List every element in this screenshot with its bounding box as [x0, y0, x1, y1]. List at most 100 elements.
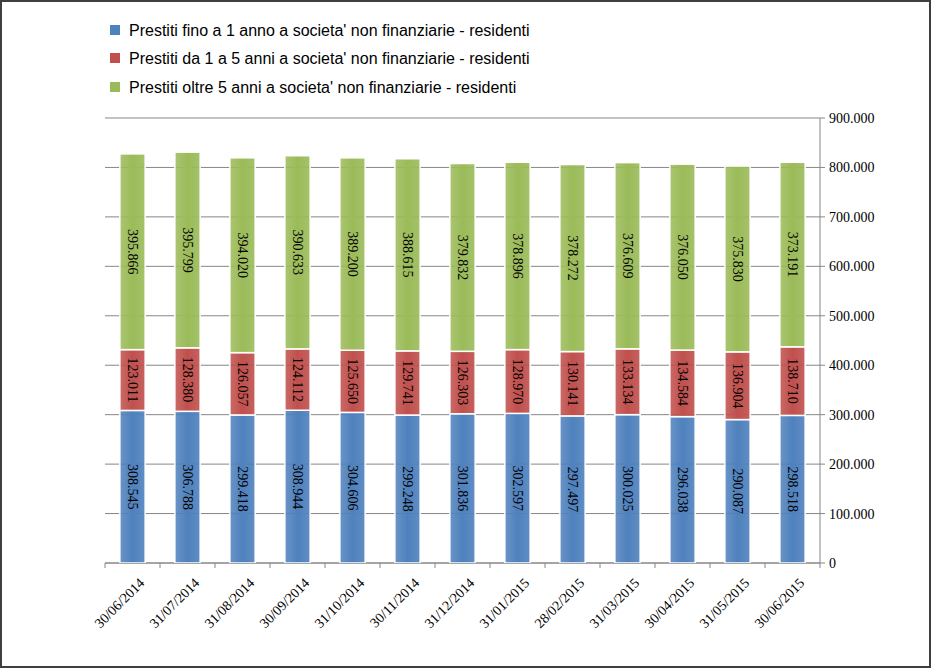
data-label: 306.788 — [180, 464, 195, 510]
data-label: 373.191 — [785, 232, 800, 278]
bars — [120, 152, 805, 563]
y-tick-label: 100.000 — [829, 507, 875, 522]
data-label: 136.904 — [730, 363, 745, 409]
x-tick-label: 30/09/2014 — [257, 575, 313, 631]
bar-segment — [175, 348, 200, 411]
x-tick — [325, 563, 326, 568]
legend-swatch — [110, 25, 120, 35]
x-tick — [160, 563, 161, 568]
legend: Prestiti fino a 1 anno a societa' non fi… — [110, 22, 530, 96]
y-tick-label: 300.000 — [829, 408, 875, 423]
data-label: 375.830 — [730, 236, 745, 282]
bar-segment — [395, 351, 420, 415]
data-label: 298.518 — [785, 466, 800, 512]
data-label: 389.200 — [345, 231, 360, 277]
bar-segment — [560, 165, 585, 352]
x-tick-label: 31/07/2014 — [147, 575, 203, 631]
bar-segment — [230, 415, 255, 563]
y-tick-label: 600.000 — [829, 259, 875, 274]
bar-segment — [780, 415, 805, 563]
y-tick — [820, 216, 825, 217]
data-label: 388.615 — [400, 232, 415, 278]
data-label: 299.418 — [235, 466, 250, 512]
y-tick — [820, 118, 825, 119]
grid-line — [105, 118, 820, 119]
data-label: 395.799 — [180, 227, 195, 272]
grid — [105, 118, 820, 563]
data-label: 134.584 — [675, 361, 690, 407]
data-label: 290.087 — [730, 469, 745, 515]
y-tick-label: 800.000 — [829, 160, 875, 175]
bar-segment — [285, 156, 310, 349]
data-label: 304.606 — [345, 465, 360, 511]
bar-segment — [725, 166, 750, 352]
bar-segment — [340, 158, 365, 350]
x-tick-label: 28/02/2015 — [532, 575, 588, 631]
data-label: 123.011 — [125, 358, 140, 403]
data-label: 378.272 — [565, 235, 580, 281]
bar-segment — [450, 414, 475, 563]
x-tick — [600, 563, 601, 568]
data-label: 128.970 — [510, 359, 525, 405]
data-label: 376.050 — [675, 234, 690, 280]
bar-segment — [560, 352, 585, 416]
legend-label: Prestiti fino a 1 anno a societa' non fi… — [129, 22, 530, 39]
bar-segment — [615, 415, 640, 563]
data-label: 126.057 — [235, 361, 250, 407]
bar-segment — [670, 164, 695, 350]
y-tick-label: 0 — [829, 556, 836, 571]
bar-segment — [725, 420, 750, 563]
bar-segment — [725, 352, 750, 420]
data-label: 308.545 — [125, 464, 140, 510]
x-tick — [105, 563, 106, 568]
data-labels: 308.545 123.011 395.866 306.788 128.380 395.7… — [125, 227, 800, 514]
bar-segment — [505, 162, 530, 349]
x-tick — [380, 563, 381, 568]
bar-segment — [395, 415, 420, 563]
y-tick — [820, 513, 825, 514]
y-tick — [820, 414, 825, 415]
x-tick — [270, 563, 271, 568]
x-tick — [820, 563, 821, 568]
bar-segment — [285, 410, 310, 563]
data-label: 124.112 — [290, 357, 305, 402]
x-tick — [710, 563, 711, 568]
y-tick — [820, 563, 825, 564]
y-tick — [820, 464, 825, 465]
data-label: 129.741 — [400, 360, 415, 406]
x-tick-label: 31/08/2014 — [202, 575, 258, 631]
data-label: 128.380 — [180, 357, 195, 403]
data-label: 296.038 — [675, 467, 690, 513]
bar-segment — [120, 154, 145, 350]
bar-segment — [230, 158, 255, 353]
x-tick — [655, 563, 656, 568]
x-tick — [215, 563, 216, 568]
x-tick-label: 30/04/2015 — [642, 575, 698, 631]
x-tick — [545, 563, 546, 568]
bar-segment — [505, 350, 530, 414]
bar-segment — [175, 152, 200, 348]
y-axis — [820, 118, 821, 563]
x-tick-label: 30/06/2014 — [92, 575, 148, 631]
data-label: 390.633 — [290, 230, 305, 275]
bar-segment — [120, 350, 145, 411]
data-label: 394.020 — [235, 232, 250, 278]
bar-segment — [340, 412, 365, 563]
chart: 0100.000200.000300.000400.000500.000600.… — [0, 0, 931, 668]
data-label: 297.497 — [565, 467, 580, 513]
data-label: 130.141 — [565, 361, 580, 407]
x-tick — [435, 563, 436, 568]
bar-segment — [615, 349, 640, 415]
data-label: 378.896 — [510, 233, 525, 278]
legend-swatch — [110, 82, 120, 92]
bar-segment — [120, 410, 145, 563]
x-tick-label: 31/10/2014 — [312, 575, 368, 631]
data-label: 308.944 — [290, 464, 305, 510]
bar-segment — [450, 351, 475, 413]
data-label: 133.134 — [620, 359, 635, 405]
y-tick — [820, 315, 825, 316]
bar-segment — [560, 416, 585, 563]
data-label: 376.609 — [620, 233, 635, 279]
x-tick-label: 30/06/2015 — [752, 575, 808, 631]
data-label: 395.866 — [125, 229, 140, 275]
